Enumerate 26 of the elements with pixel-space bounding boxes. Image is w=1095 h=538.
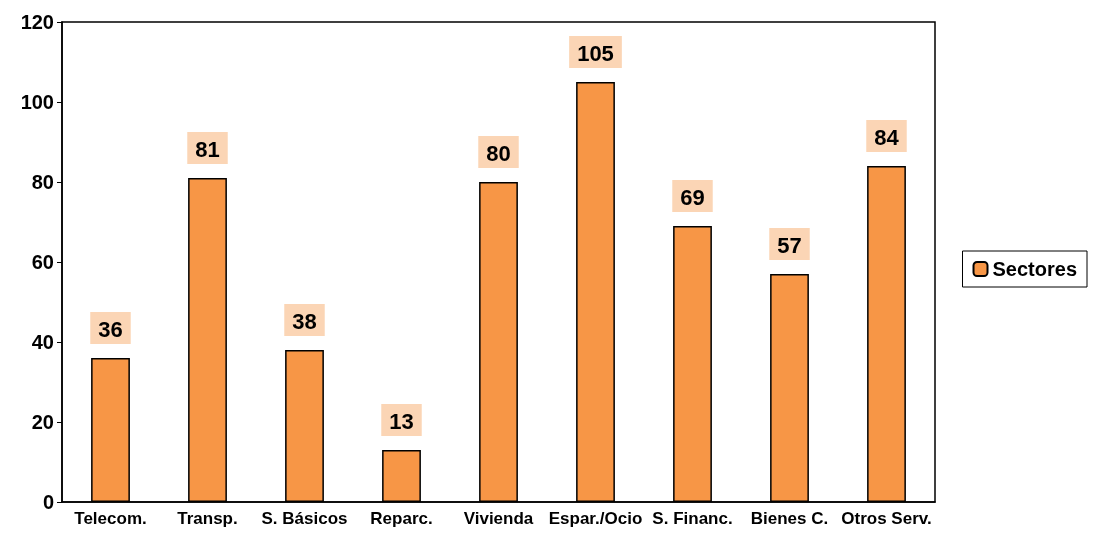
x-tick-label: S. Básicos — [261, 509, 348, 528]
x-tick-label: Espar./Ocio — [548, 509, 643, 528]
x-tick-label: S. Financ. — [652, 509, 733, 528]
y-tick-label: 80 — [31, 171, 54, 193]
legend-label: Sectores — [992, 258, 1078, 280]
y-tick-label: 0 — [42, 491, 54, 513]
x-tick-label: Otros Serv. — [841, 509, 932, 528]
x-tick-label: Telecom. — [74, 509, 147, 528]
data-label: 38 — [292, 308, 317, 334]
data-label: 80 — [486, 140, 511, 166]
data-label: 69 — [680, 184, 705, 210]
y-tick-label: 20 — [31, 411, 54, 433]
x-tick-label: Vivienda — [463, 509, 534, 528]
y-tick-label: 40 — [31, 331, 54, 353]
data-label: 105 — [577, 40, 614, 66]
x-tick-label: Reparc. — [370, 509, 433, 528]
data-label: 13 — [389, 408, 414, 434]
y-tick-label: 60 — [31, 251, 54, 273]
data-label: 57 — [777, 232, 802, 258]
y-tick-label: 100 — [20, 91, 54, 113]
x-tick-label: Bienes C. — [750, 509, 829, 528]
data-label: 81 — [195, 136, 220, 162]
data-label: 84 — [874, 124, 900, 150]
data-label: 36 — [98, 316, 123, 342]
y-tick-label: 120 — [20, 11, 54, 33]
x-tick-label: Transp. — [177, 509, 238, 528]
